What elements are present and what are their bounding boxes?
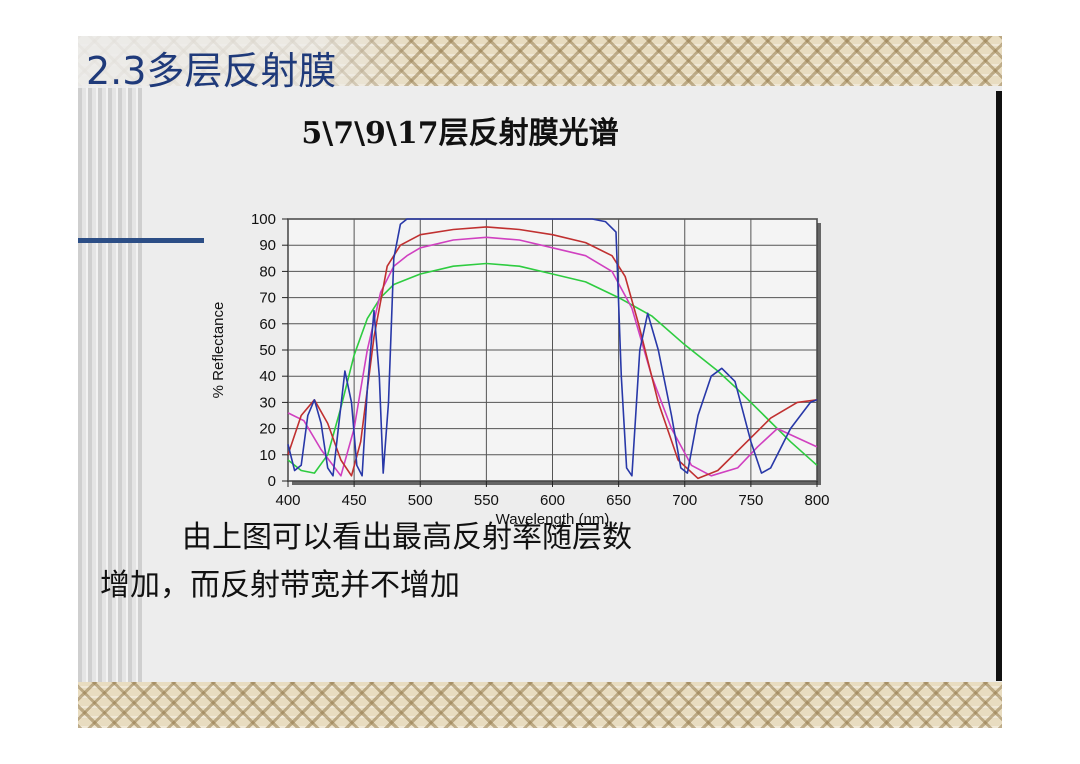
description-line-1: 由上图可以看出最高反射率随层数 [182,520,632,555]
slide-title: 2.3多层反射膜 [86,49,337,93]
y-tick-label: 90 [259,237,276,254]
y-tick-label: 100 [251,211,276,228]
x-tick-label: 600 [540,492,565,509]
reflectance-chart: 0 10 20 30 40 50 60 70 80 90 100 400 450 500 550 600 650… [210,211,830,528]
decorative-band-bottom [78,682,1002,728]
title-background [78,36,418,88]
plot-shadow-right [817,223,821,485]
right-edge-shadow [996,91,1002,681]
left-striped-bar [78,86,142,682]
x-tick-label: 700 [672,492,697,509]
y-tick-label: 20 [259,421,276,438]
y-tick-label: 40 [259,368,276,385]
decorative-blue-line [78,238,204,243]
y-tick-label: 80 [259,263,276,280]
x-tick-label: 500 [408,492,433,509]
y-axis-label: % Reflectance [210,302,227,399]
y-tick-label: 0 [268,473,276,490]
series-line-4 [287,218,818,477]
x-tick-label: 750 [738,492,763,509]
description-line-2: 增加，而反射带宽并不增加 [100,568,460,603]
y-tick-label: 50 [259,342,276,359]
y-tick-label: 70 [259,290,276,307]
x-tick-label: 450 [342,492,367,509]
x-tick-label: 800 [804,492,829,509]
plot-shadow-bottom [292,481,821,485]
y-tick-label: 30 [259,394,276,411]
x-axis-label: Wavelength (nm) [496,511,610,528]
y-tick-label: 10 [259,447,276,464]
x-tick-label: 400 [275,492,300,509]
slide: 2.3多层反射膜 [78,36,1002,728]
x-tick-label: 650 [606,492,631,509]
y-tick-label: 60 [259,316,276,333]
x-tick-label: 550 [474,492,499,509]
series-line-1 [287,262,818,474]
chart-title: 5\7\9\17层反射膜光谱 [301,116,619,151]
series-line-3 [287,226,818,480]
